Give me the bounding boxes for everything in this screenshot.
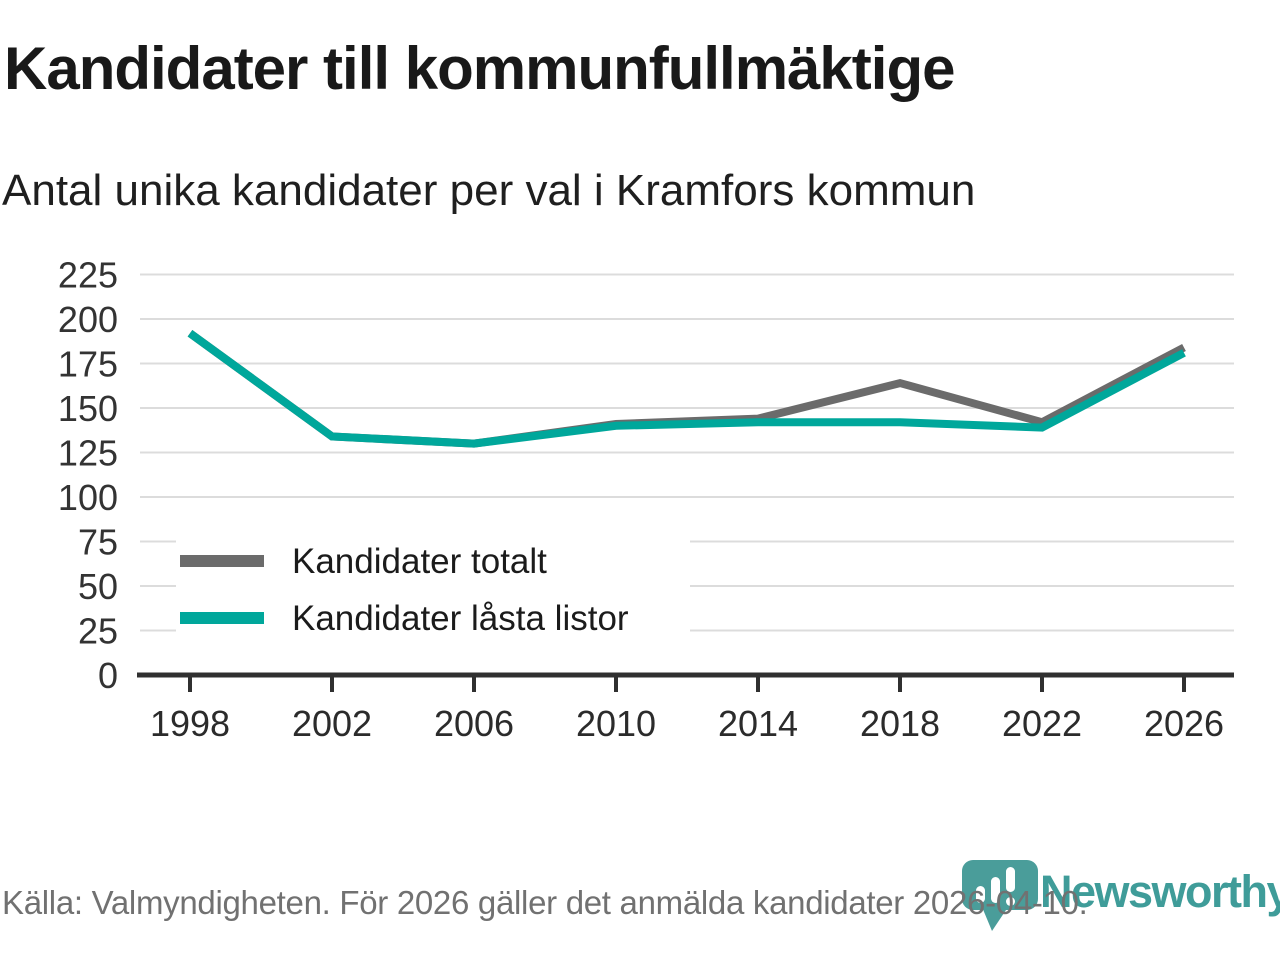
source-note: Källa: Valmyndigheten. För 2026 gäller d… (2, 884, 1088, 921)
svg-text:125: 125 (58, 433, 118, 474)
x-axis-labels: 1998 2002 2006 2010 2014 2018 2022 2026 (150, 703, 1224, 744)
series-line-kandidater-l-sta-listor (187, 330, 1186, 448)
svg-text:0: 0 (98, 655, 118, 696)
svg-text:2014: 2014 (718, 703, 798, 744)
svg-text:2002: 2002 (292, 703, 372, 744)
svg-text:2018: 2018 (860, 703, 940, 744)
svg-text:50: 50 (78, 566, 118, 607)
svg-text:2006: 2006 (434, 703, 514, 744)
svg-text:225: 225 (58, 255, 118, 296)
svg-text:2022: 2022 (1002, 703, 1082, 744)
newsworthy-wordmark: Newsworthy (1040, 866, 1280, 917)
svg-text:150: 150 (58, 388, 118, 429)
chart-title: Kandidater till kommunfullmäktige (4, 35, 955, 102)
newsworthy-logo: Newsworthy (962, 858, 1280, 938)
svg-text:100: 100 (58, 477, 118, 518)
svg-text:2026: 2026 (1144, 703, 1224, 744)
newsworthy-icon (962, 860, 1038, 931)
svg-text:1998: 1998 (150, 703, 230, 744)
svg-text:2010: 2010 (576, 703, 656, 744)
legend: Kandidater totalt Kandidater låsta listor (176, 534, 690, 648)
x-axis-ticks (188, 677, 1186, 692)
legend-label: Kandidater totalt (292, 542, 547, 581)
legend-label: Kandidater låsta listor (292, 599, 629, 638)
svg-text:175: 175 (58, 344, 118, 385)
svg-text:25: 25 (78, 611, 118, 652)
chart-subtitle: Antal unika kandidater per val i Kramfor… (2, 166, 976, 215)
svg-text:200: 200 (58, 299, 118, 340)
svg-text:75: 75 (78, 522, 118, 563)
